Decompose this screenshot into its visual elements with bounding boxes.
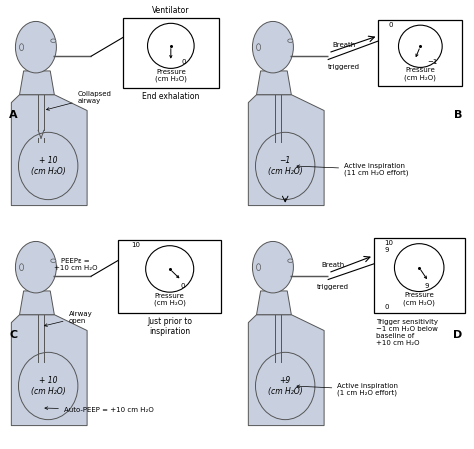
Text: Breath: Breath bbox=[332, 43, 356, 48]
Text: Auto-PEEP = +10 cm H₂O: Auto-PEEP = +10 cm H₂O bbox=[45, 407, 154, 413]
Text: 0: 0 bbox=[181, 283, 185, 289]
Ellipse shape bbox=[51, 259, 56, 263]
Polygon shape bbox=[19, 291, 55, 315]
Text: triggered: triggered bbox=[328, 64, 360, 70]
Ellipse shape bbox=[19, 264, 24, 271]
Text: PEEPᴇ =
+10 cm H₂O: PEEPᴇ = +10 cm H₂O bbox=[54, 258, 97, 271]
Text: Breath: Breath bbox=[321, 263, 345, 269]
Ellipse shape bbox=[18, 352, 78, 420]
Ellipse shape bbox=[253, 242, 293, 293]
Ellipse shape bbox=[19, 44, 24, 51]
Polygon shape bbox=[248, 95, 324, 206]
Text: 10
9: 10 9 bbox=[384, 240, 393, 253]
Text: 0: 0 bbox=[388, 22, 393, 28]
Ellipse shape bbox=[288, 259, 293, 263]
Circle shape bbox=[399, 25, 442, 67]
Polygon shape bbox=[256, 291, 292, 315]
Polygon shape bbox=[256, 71, 292, 95]
Ellipse shape bbox=[16, 22, 56, 73]
Text: C: C bbox=[9, 330, 18, 340]
Ellipse shape bbox=[253, 22, 293, 73]
Polygon shape bbox=[11, 95, 87, 206]
Text: +9
(cm H₂O): +9 (cm H₂O) bbox=[268, 376, 302, 396]
Text: Pressure
(cm H₂O): Pressure (cm H₂O) bbox=[155, 69, 187, 82]
Text: Ventilator: Ventilator bbox=[152, 6, 190, 16]
Text: B: B bbox=[454, 110, 463, 120]
Text: 0: 0 bbox=[384, 304, 389, 310]
Text: Pressure
(cm H₂O): Pressure (cm H₂O) bbox=[403, 292, 435, 306]
Text: 10: 10 bbox=[131, 242, 140, 248]
Ellipse shape bbox=[288, 39, 293, 43]
Text: Active inspiration
(11 cm H₂O effort): Active inspiration (11 cm H₂O effort) bbox=[297, 163, 409, 176]
Text: Pressure
(cm H₂O): Pressure (cm H₂O) bbox=[154, 293, 186, 306]
FancyBboxPatch shape bbox=[123, 18, 219, 88]
Circle shape bbox=[394, 244, 444, 291]
FancyBboxPatch shape bbox=[378, 20, 463, 86]
Text: Trigger sensitivity
−1 cm H₂O below
baseline of
+10 cm H₂O: Trigger sensitivity −1 cm H₂O below base… bbox=[376, 319, 438, 346]
Text: −1
(cm H₂O): −1 (cm H₂O) bbox=[268, 156, 302, 176]
Ellipse shape bbox=[256, 44, 261, 51]
Circle shape bbox=[146, 246, 194, 292]
Polygon shape bbox=[19, 71, 55, 95]
Text: Pressure
(cm H₂O): Pressure (cm H₂O) bbox=[404, 67, 436, 81]
Text: + 10
(cm H₂O): + 10 (cm H₂O) bbox=[31, 376, 65, 396]
Circle shape bbox=[147, 23, 194, 68]
FancyBboxPatch shape bbox=[374, 238, 465, 313]
Text: End exhalation: End exhalation bbox=[142, 92, 200, 101]
Text: + 10
(cm H₂O): + 10 (cm H₂O) bbox=[31, 156, 65, 176]
Text: triggered: triggered bbox=[317, 284, 349, 290]
Text: Just prior to
inspiration: Just prior to inspiration bbox=[147, 317, 192, 336]
Ellipse shape bbox=[256, 264, 261, 271]
Text: Airway
open: Airway open bbox=[45, 311, 92, 326]
Text: D: D bbox=[453, 330, 463, 340]
Polygon shape bbox=[248, 315, 324, 426]
Ellipse shape bbox=[255, 132, 315, 200]
Polygon shape bbox=[11, 315, 87, 426]
Ellipse shape bbox=[51, 39, 56, 43]
Text: 0: 0 bbox=[182, 59, 186, 66]
FancyBboxPatch shape bbox=[118, 240, 221, 313]
Ellipse shape bbox=[16, 242, 56, 293]
Text: −1: −1 bbox=[427, 59, 438, 65]
Text: A: A bbox=[9, 110, 18, 120]
Text: Collapsed
airway: Collapsed airway bbox=[46, 91, 111, 110]
Text: 9: 9 bbox=[424, 283, 429, 289]
Ellipse shape bbox=[255, 352, 315, 420]
Ellipse shape bbox=[18, 132, 78, 200]
Text: Active inspiration
(1 cm H₂O effort): Active inspiration (1 cm H₂O effort) bbox=[297, 383, 398, 396]
